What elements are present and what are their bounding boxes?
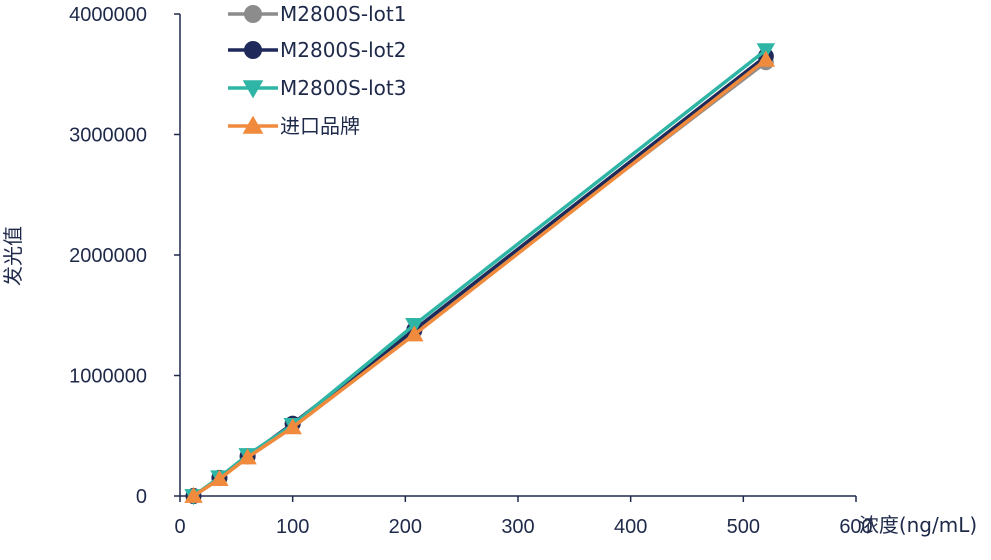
x-tick-label: 400 xyxy=(614,516,647,538)
legend-label: M2800S-lot2 xyxy=(280,38,406,62)
legend-item-1: M2800S-lot1 xyxy=(228,2,406,26)
series-4 xyxy=(184,50,776,503)
legend-marker xyxy=(242,80,264,99)
x-tick-label: 0 xyxy=(174,516,185,538)
data-point xyxy=(210,469,229,487)
legend-marker xyxy=(244,5,262,23)
data-point xyxy=(756,50,776,67)
data-point xyxy=(184,486,203,503)
legend-label: M2800S-lot3 xyxy=(280,76,406,100)
axes: 0 100 200 300 400 500 600 0 1000000 2000000 300000… xyxy=(69,4,873,538)
y-tick-label: 2000000 xyxy=(69,245,147,267)
x-tick-label: 300 xyxy=(501,516,534,538)
x-tick-label: 100 xyxy=(276,516,309,538)
series-layer xyxy=(184,43,776,506)
legend-label: 进口品牌 xyxy=(280,114,360,138)
data-point xyxy=(405,325,424,342)
data-point xyxy=(238,448,257,465)
y-axis-title: 发光值 xyxy=(1,226,25,286)
y-tick-label: 3000000 xyxy=(69,125,147,147)
legend-item-3: M2800S-lot3 xyxy=(228,76,406,100)
y-tick-label: 0 xyxy=(136,486,147,508)
x-axis-title: 浓度(ng/mL) xyxy=(859,513,977,537)
x-tick-label: 500 xyxy=(727,516,760,538)
data-point xyxy=(283,418,302,435)
legend-item-4: 进口品牌 xyxy=(228,114,360,138)
x-tick-label: 200 xyxy=(389,516,422,538)
y-tick-label: 1000000 xyxy=(69,366,147,388)
legend-marker xyxy=(244,41,262,59)
x-tick-label: 600 xyxy=(839,516,872,538)
legend: M2800S-lot1 M2800S-lot2 M2800S-lot3 进口品牌 xyxy=(228,2,406,138)
y-tick-label: 4000000 xyxy=(69,4,147,26)
legend-marker xyxy=(242,115,264,134)
legend-item-2: M2800S-lot2 xyxy=(228,38,406,62)
legend-label: M2800S-lot1 xyxy=(280,2,406,26)
